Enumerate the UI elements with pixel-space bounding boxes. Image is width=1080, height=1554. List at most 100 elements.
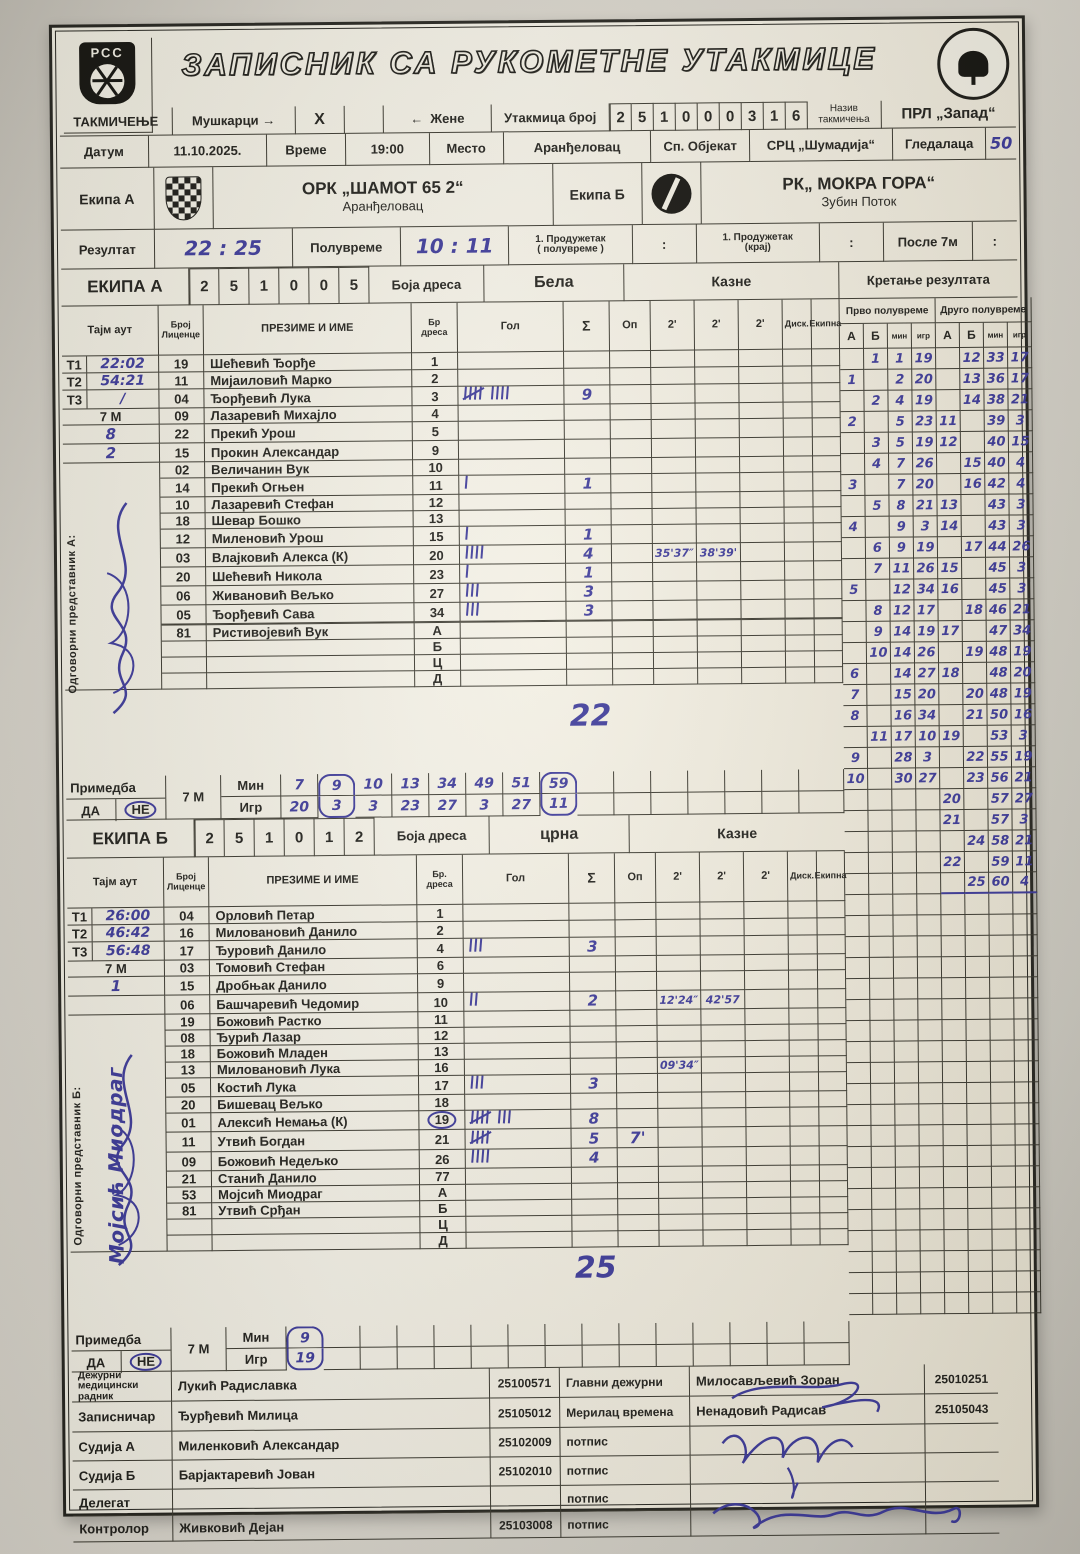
penalty-2min <box>747 1197 792 1215</box>
player-license: 81 <box>161 625 207 642</box>
progression-cell <box>1013 935 1038 957</box>
penalty-2min <box>656 919 701 937</box>
place-label: Место <box>429 132 504 166</box>
team-b-label: Екипа Б <box>553 163 643 226</box>
note-value-cell <box>614 792 652 816</box>
penalty-team <box>814 651 844 668</box>
strip-col-label: игр <box>911 323 937 349</box>
form-title: ЗАПИСНИК СА РУКОМЕТНЕ УТАКМИЦЕ <box>181 40 878 83</box>
strip-row: 6 9 19 17 44 26 <box>841 536 1035 560</box>
progression-cell <box>872 1188 897 1210</box>
penalty-2min <box>745 1024 790 1042</box>
penalty-team <box>813 523 842 543</box>
timeout-value: 56:48 <box>105 942 151 960</box>
progression-cell <box>866 579 891 601</box>
penalty-2min <box>745 989 790 1010</box>
goal-tally <box>464 475 470 494</box>
penalty-disq <box>783 383 813 403</box>
note-value-cell <box>762 769 800 792</box>
penalty-2min <box>746 1126 791 1148</box>
progression-cell: 7 <box>889 474 914 496</box>
representative-signed-name: Мојсић Миодраг <box>102 1066 129 1264</box>
progression-cell <box>964 788 989 810</box>
penalty-team <box>820 1197 849 1214</box>
strip-row <box>846 1061 1040 1085</box>
official-license: 25103008 <box>491 1511 562 1539</box>
progression-cell: 57 <box>988 809 1013 831</box>
progression-cell <box>868 789 893 811</box>
player-license: 81 <box>167 1203 213 1220</box>
player-name: Божовић Растко <box>210 1012 419 1031</box>
progression-cell <box>991 1166 1017 1188</box>
official-name: Живковић Дејан <box>173 1512 492 1542</box>
progression-cell <box>969 1292 994 1314</box>
note-value-cell <box>582 1345 620 1368</box>
progression-cell <box>845 936 870 959</box>
player-license: 13 <box>165 1062 211 1079</box>
player-goal-sum <box>564 420 611 440</box>
official-role-line: Делегат <box>78 1495 131 1511</box>
official-role-label: Дежурни медицински радник <box>71 1370 173 1403</box>
progression-cell <box>941 935 966 958</box>
penalty-op <box>611 492 653 510</box>
penalty-2min <box>745 1040 790 1058</box>
progression-cell: 10 <box>915 726 940 748</box>
col-header-2min: 2' <box>699 852 745 903</box>
penalty-disq <box>790 1107 820 1127</box>
penalty-2min <box>703 1214 748 1231</box>
representative-label: Одговорни представник А: <box>65 533 80 694</box>
penalty-team <box>819 1165 849 1182</box>
progression-cell: 21 <box>1010 599 1035 621</box>
player-jersey-no: 2 <box>412 369 459 388</box>
progression-cell: 12 <box>890 600 915 622</box>
progression-cell <box>871 1083 896 1105</box>
note-value-cell <box>471 1324 509 1347</box>
note-value-cell: 23 <box>392 795 430 818</box>
player-license: 03 <box>164 960 211 977</box>
col-header-timeout: Тајм аут <box>66 857 165 909</box>
strip-row <box>847 1145 1040 1169</box>
progression-cell: 43 <box>985 515 1010 537</box>
team_a-grid: Тајм аут Број Лиценце ПРЕЗИМЕ И ИМЕ Бр дреса Г… <box>61 299 844 715</box>
strip-row: 2 4 19 14 38 21 <box>840 389 1033 413</box>
player-license: 12 <box>160 529 206 549</box>
player-name: Миловановић Данило <box>209 922 418 942</box>
code-digit: 0 <box>284 818 315 857</box>
player-jersey-no: 11 <box>413 475 460 496</box>
progression-cell <box>868 810 893 832</box>
player-license <box>161 641 207 658</box>
timeout-tag: Т1 <box>67 908 93 925</box>
match-no-label: Утакмица број <box>491 103 610 133</box>
code-digit: 2 <box>189 268 220 306</box>
penalty-2min <box>701 1009 746 1026</box>
penalty-op <box>611 473 653 494</box>
note-value-cell <box>360 1347 398 1370</box>
progression-cell: 6 <box>865 537 891 559</box>
progression-cell <box>916 810 941 832</box>
note-value-cell <box>688 792 726 815</box>
progression-cell: 16 <box>961 473 986 495</box>
penalty-2min <box>742 667 787 685</box>
penalty-team <box>819 1126 848 1147</box>
progression-cell: 21 <box>913 495 938 517</box>
penalty-team <box>817 935 846 955</box>
player-jersey-no: 5 <box>412 421 459 442</box>
progression-cell <box>968 1229 993 1251</box>
progression-cell <box>991 1124 1016 1146</box>
progression-cell: 30 <box>892 768 917 790</box>
progression-cell <box>840 432 866 455</box>
note-no: НЕ <box>116 799 166 821</box>
strip-row: 22 59 11 <box>844 851 1038 875</box>
player-jersey-no: 4 <box>412 405 459 423</box>
strip-row: 20 57 27 <box>844 788 1037 812</box>
strip-row: 1 2 20 13 36 17 <box>840 368 1033 392</box>
penalty-2min <box>658 1166 704 1184</box>
progression-cell: 4 <box>1013 872 1038 894</box>
penalty-disq <box>788 901 818 919</box>
penalty-2min <box>747 1229 792 1247</box>
progression-cell: 55 <box>987 746 1013 768</box>
tally-bar <box>481 1149 485 1163</box>
goal-tally <box>471 1149 492 1168</box>
